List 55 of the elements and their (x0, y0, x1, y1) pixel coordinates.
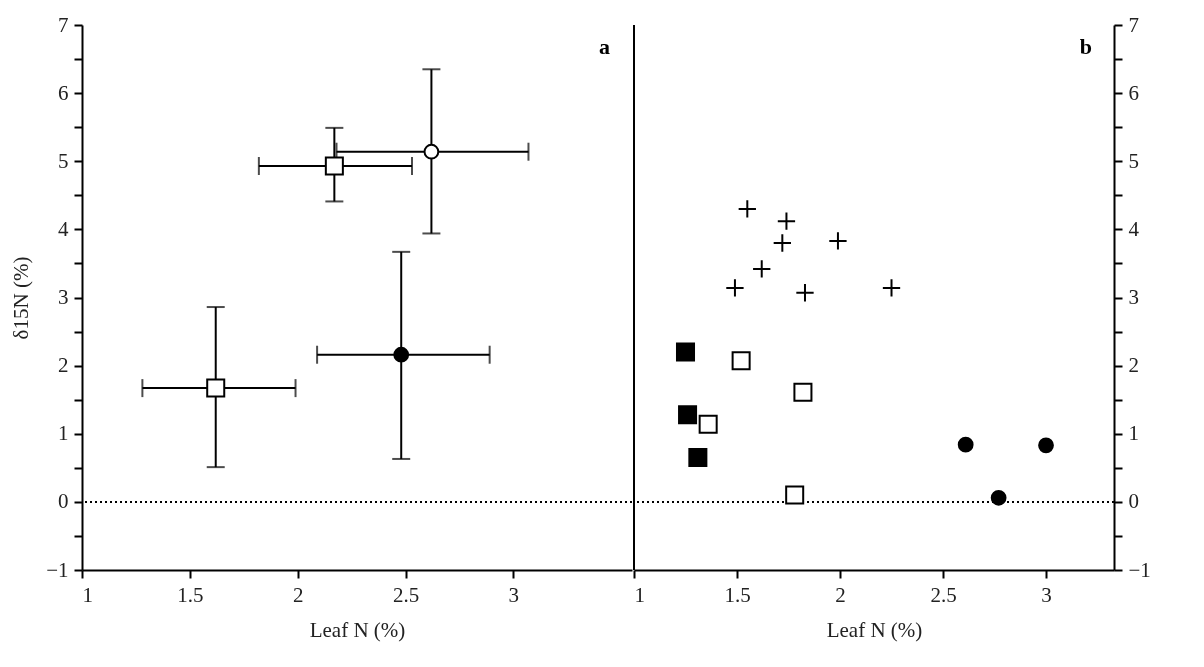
y-tick-label: 5 (58, 148, 69, 173)
x-tick-label: 3 (1041, 582, 1052, 607)
point (698, 414, 718, 434)
point (675, 342, 696, 362)
point (990, 489, 1007, 506)
y-tick-label: 6 (58, 80, 69, 105)
y2-tick-label: 5 (1128, 148, 1139, 173)
y-tick-label: 3 (58, 285, 69, 309)
point (423, 143, 440, 160)
point (688, 448, 708, 468)
point (793, 382, 813, 402)
y-tick-label: 7 (58, 12, 69, 37)
y2-tick-label: 7 (1128, 12, 1139, 37)
point (957, 436, 974, 453)
y2-tick-label: 4 (1128, 216, 1140, 241)
point (881, 278, 902, 298)
y2-tick-label: 2 (1128, 353, 1139, 378)
y-tick-label: 4 (58, 216, 69, 241)
point (678, 405, 698, 425)
point (725, 278, 745, 298)
point (206, 378, 226, 398)
x-tick-label: 1.5 (177, 582, 204, 607)
annotation: a (599, 34, 610, 59)
x-axis-title: Leaf N (%) (309, 617, 406, 642)
point (737, 199, 757, 219)
y2-tick-label: −1 (1128, 557, 1151, 582)
point (795, 283, 815, 303)
x-tick-label: 1.5 (724, 582, 751, 607)
point (772, 233, 792, 253)
y2-tick-label: 6 (1128, 80, 1139, 105)
point (393, 346, 410, 363)
point (752, 259, 772, 279)
point (1038, 437, 1054, 454)
y-tick-label: 2 (58, 353, 69, 378)
y2-tick-label: 0 (1128, 489, 1139, 514)
y-tick-label: 0 (58, 489, 69, 514)
point (324, 156, 344, 176)
x-tick-label: 2.5 (930, 582, 957, 607)
annotation: b (1079, 34, 1092, 59)
point (776, 211, 797, 231)
x-tick-label: 2 (835, 582, 846, 607)
y2-tick-label: 3 (1128, 285, 1139, 309)
point (828, 231, 848, 251)
x-tick-label: 1 (82, 582, 93, 607)
x-tick-label: 2.5 (392, 582, 420, 607)
y-tick-label: −1 (46, 557, 69, 582)
y2-tick-label: 1 (1128, 421, 1139, 446)
x-tick-label: 3 (508, 582, 520, 607)
x-tick-label: 1 (634, 582, 645, 607)
point (731, 351, 751, 371)
point (785, 485, 805, 505)
y-tick-label: 1 (58, 421, 69, 446)
x-axis-title: Leaf N (%) (826, 617, 923, 642)
y-axis-title: δ15N (%) (9, 256, 34, 340)
x-tick-label: 2 (292, 582, 304, 607)
